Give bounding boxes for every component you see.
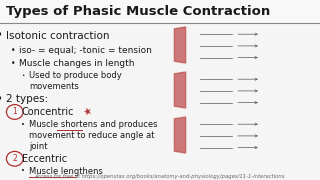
- Text: Concentric: Concentric: [22, 107, 74, 117]
- Text: •: •: [11, 46, 15, 55]
- Text: •: •: [21, 168, 25, 174]
- Polygon shape: [174, 27, 186, 63]
- Text: Muscle shortens and produces: Muscle shortens and produces: [29, 120, 157, 129]
- Text: •: •: [0, 93, 2, 106]
- Text: movements: movements: [29, 82, 79, 91]
- Text: Isotonic contraction: Isotonic contraction: [6, 31, 109, 41]
- Text: ★: ★: [82, 106, 93, 118]
- Text: movement to reduce angle at: movement to reduce angle at: [29, 131, 154, 140]
- Polygon shape: [174, 117, 186, 153]
- Text: Types of Phasic Muscle Contraction: Types of Phasic Muscle Contraction: [6, 5, 270, 18]
- Text: iso- = equal; -tonic = tension: iso- = equal; -tonic = tension: [19, 46, 152, 55]
- FancyBboxPatch shape: [0, 0, 320, 22]
- Text: •: •: [21, 73, 25, 78]
- Text: •: •: [21, 122, 25, 128]
- Text: Muscle changes in length: Muscle changes in length: [19, 59, 135, 68]
- Text: •: •: [0, 30, 2, 42]
- Text: Muscle lengthens: Muscle lengthens: [29, 167, 103, 176]
- Text: 1: 1: [12, 107, 17, 116]
- Text: Used to produce body: Used to produce body: [29, 71, 122, 80]
- Text: 2: 2: [12, 154, 17, 163]
- Text: •: •: [11, 59, 15, 68]
- Text: joint: joint: [29, 142, 47, 151]
- Text: 2 types:: 2 types:: [6, 94, 48, 104]
- Text: Eccentric: Eccentric: [22, 154, 67, 164]
- Polygon shape: [174, 72, 186, 108]
- FancyBboxPatch shape: [0, 22, 320, 180]
- Text: Access for free at https://openstax.org/books/anatomy-and-physiology/pages/11-1-: Access for free at https://openstax.org/…: [35, 174, 285, 179]
